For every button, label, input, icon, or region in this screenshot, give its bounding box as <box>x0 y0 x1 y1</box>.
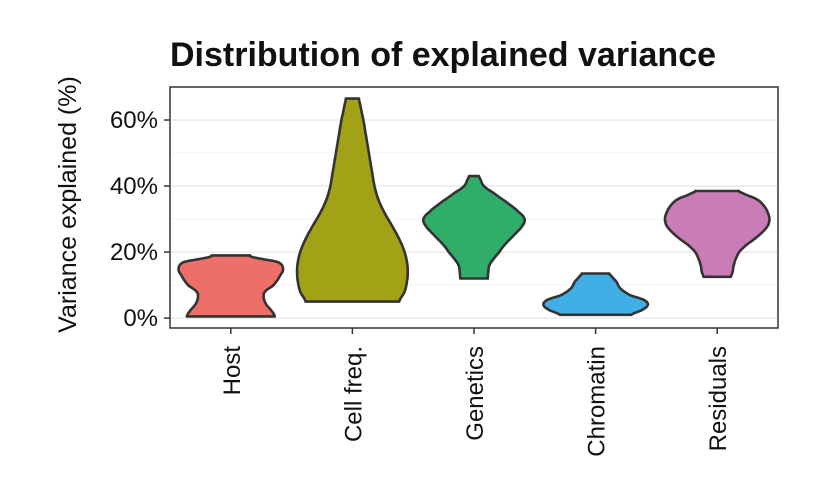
y-tick-label: 0% <box>123 305 158 332</box>
y-tick-label: 20% <box>110 239 158 266</box>
x-tick-label: Host <box>219 346 246 396</box>
plot-panel <box>169 86 779 329</box>
chart-title: Distribution of explained variance <box>170 36 716 74</box>
x-tick-label: Genetics <box>462 346 489 441</box>
x-tick-label: Cell freq. <box>340 346 367 442</box>
x-tick-label: Chromatin <box>584 346 611 457</box>
x-axis: Host Cell freq. Genetics Chromatin Residuals <box>219 328 732 457</box>
violin-genetics <box>422 174 526 280</box>
violin-residuals <box>663 189 771 279</box>
violins <box>177 97 771 318</box>
violin-cell-freq <box>295 97 409 303</box>
y-tick-label: 60% <box>110 107 158 134</box>
violin-chromatin <box>542 272 650 317</box>
y-axis: 0% 20% 40% 60% <box>110 107 170 332</box>
x-tick-label: Residuals <box>705 346 732 451</box>
y-axis-label: Variance explained (%) <box>54 76 82 333</box>
y-tick-label: 40% <box>110 173 158 200</box>
violin-host <box>177 254 285 318</box>
